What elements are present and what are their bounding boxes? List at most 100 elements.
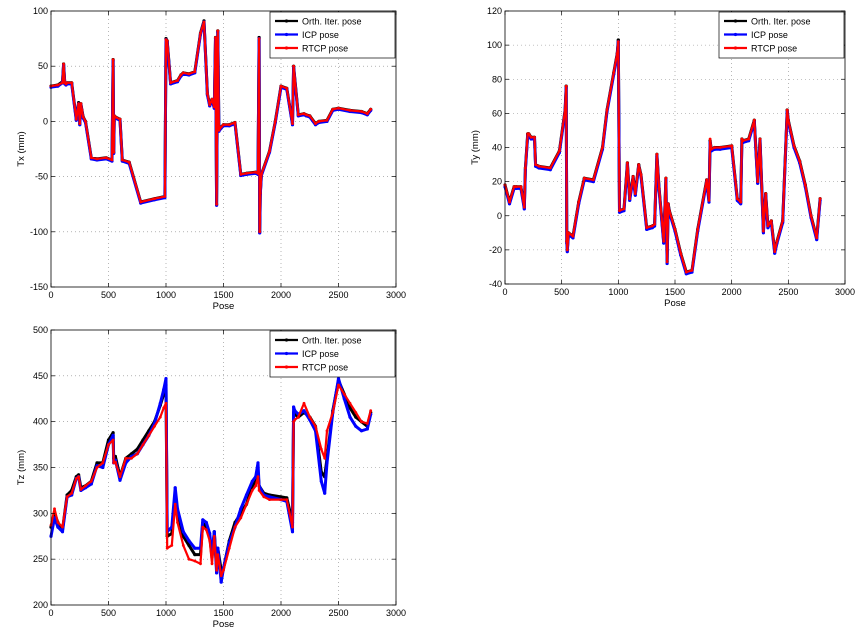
chart-3-series-rtcp-point [337, 383, 340, 387]
chart-1-series-rtcp-point [78, 122, 82, 125]
chart-1-xtick-label: 500 [101, 290, 116, 300]
chart-1-series-rtcp-point [233, 121, 237, 124]
chart-1-series-rtcp-point [77, 102, 80, 106]
chart-3-series-rtcp-point [342, 392, 346, 396]
chart-3-series-rtcp-point [56, 521, 60, 524]
chart-1-series-rtcp-point [256, 171, 260, 175]
chart-2-series-rtcp-point [512, 185, 516, 189]
chart-2-series-rtcp-point [633, 192, 637, 196]
chart-3-series-rtcp-point [65, 495, 69, 499]
chart-2-series-rtcp-point [764, 192, 768, 196]
chart-1-series-rtcp-point [176, 79, 179, 82]
chart-2-series-rtcp-point [571, 234, 575, 238]
chart-1-series-rtcp-point [268, 149, 271, 153]
chart-1-xtick-label: 0 [48, 290, 53, 300]
chart-1-legend-marker-rtcp [284, 46, 289, 50]
chart-3-series-rtcp-point [158, 415, 162, 419]
chart-1-series-rtcp-point [139, 200, 143, 204]
chart-2-series-rtcp-point [524, 166, 527, 170]
chart-2-series-rtcp-point [558, 149, 561, 153]
chart-3-series-rtcp-point [107, 443, 110, 446]
chart-3-series-rtcp-point [170, 544, 174, 547]
chart-2-series-rtcp-point [508, 200, 511, 204]
chart-2-xtick-label: 0 [502, 287, 507, 297]
chart-3-xtick-label: 1500 [213, 608, 233, 618]
chart-1-series-rtcp-point [365, 112, 369, 116]
chart-2-series-rtcp-point [769, 219, 773, 223]
chart-2-series-rtcp-point [775, 239, 779, 243]
chart-2-series-rtcp-line [503, 40, 822, 274]
chart-3-series-icp-point [187, 539, 191, 543]
chart-3-series-icp-point [302, 409, 306, 413]
chart-2-series-rtcp-point [684, 270, 688, 274]
chart-2-series-rtcp-point [785, 108, 789, 112]
chart-2-series-rtcp-point [653, 222, 656, 226]
chart-2-series-rtcp-point [756, 180, 760, 184]
chart-2-series-rtcp-point [664, 176, 668, 180]
chart-2-series-rtcp-point [707, 199, 711, 202]
chart-3-series-rtcp-point [181, 544, 185, 547]
chart-3-series-icp-point [359, 429, 364, 433]
chart-1-series-rtcp-point [219, 125, 223, 129]
chart-3-xtick-label: 3000 [386, 608, 406, 618]
chart-1-series-rtcp-point [193, 70, 197, 74]
chart-1-ytick-label: 0 [43, 116, 48, 126]
chart-3-legend-label-rtcp: RTCP pose [302, 362, 348, 372]
chart-1-series-rtcp-point [169, 81, 173, 85]
chart-2-series-rtcp-point [792, 144, 796, 148]
chart-3-series-icp-point [354, 424, 358, 428]
chart-1-legend: Orth. Iter. pose ICP pose RTCP pose [269, 11, 396, 59]
chart-2-ytick-label: 20 [492, 177, 502, 187]
chart-1-series-rtcp-point [254, 170, 258, 174]
chart-3-series-icp-point [336, 377, 341, 381]
chart-2-xtick-label: 500 [554, 287, 569, 297]
chart-1-series-rtcp-point [325, 118, 329, 122]
chart-1-series-rtcp-point [153, 197, 156, 201]
chart-1-series-rtcp-point [110, 158, 114, 162]
chart-3-series-orth-point [111, 431, 115, 435]
chart-1-ytick-label: 100 [33, 6, 48, 16]
chart-3-series-rtcp-point [193, 559, 197, 563]
chart-2-series-rtcp-point [798, 159, 802, 163]
chart-1-series-rtcp-point [206, 92, 209, 96]
chart-3-series-icp-point [101, 465, 105, 470]
chart-3-series-rtcp-point [319, 447, 323, 451]
chart-2-series-rtcp-point [533, 135, 536, 139]
chart-2-series-rtcp-point [773, 250, 777, 254]
chart-2-series-rtcp-point [565, 239, 569, 243]
chart-3-ytick-label: 400 [33, 417, 48, 427]
chart-3-ytick-label: 200 [33, 600, 48, 610]
chart-1-series-rtcp-point [118, 117, 122, 121]
chart-2-ytick-label: 100 [487, 40, 502, 50]
chart-2-series-rtcp-point [615, 52, 619, 56]
chart-1-series-rtcp-point [127, 160, 131, 164]
chart-3-xtick-label: 0 [48, 608, 53, 618]
chart-1-xtick-label: 1000 [156, 290, 176, 300]
chart-3-series-rtcp-point [369, 409, 373, 413]
chart-2-series-rtcp-point [679, 251, 683, 255]
chart-3-series-rtcp-point [162, 406, 166, 410]
chart-2-series-rtcp-point [662, 239, 666, 243]
chart-3-series-rtcp-point [153, 424, 156, 428]
chart-3-series-rtcp-point [293, 418, 297, 422]
chart-3-series-icp-point [323, 491, 327, 495]
chart-1-series-rtcp-point [216, 29, 220, 33]
chart-1-series-rtcp-point [258, 230, 262, 234]
chart-1-series-rtcp-point [187, 72, 191, 76]
chart-2-series-rtcp-point [567, 231, 570, 235]
chart-1-series-rtcp-point [95, 157, 99, 161]
chart-3-series-icp-point [181, 530, 185, 534]
chart-3-series-rtcp-point [256, 475, 260, 479]
chart-2-series-rtcp-point [657, 187, 661, 190]
chart-3-series-rtcp-point [118, 475, 122, 479]
chart-3-series-icp-point [254, 475, 258, 479]
chart-1-series-rtcp-point [245, 171, 248, 175]
chart-3-series-rtcp-point [176, 521, 179, 524]
chart-3-series-rtcp-point [239, 516, 243, 520]
chart-2-xtick-label: 1500 [665, 287, 685, 297]
chart-3-series-icp-point [250, 479, 254, 483]
chart-3-ytick-label: 250 [33, 554, 48, 564]
chart-3-series-rtcp-point [212, 534, 216, 538]
